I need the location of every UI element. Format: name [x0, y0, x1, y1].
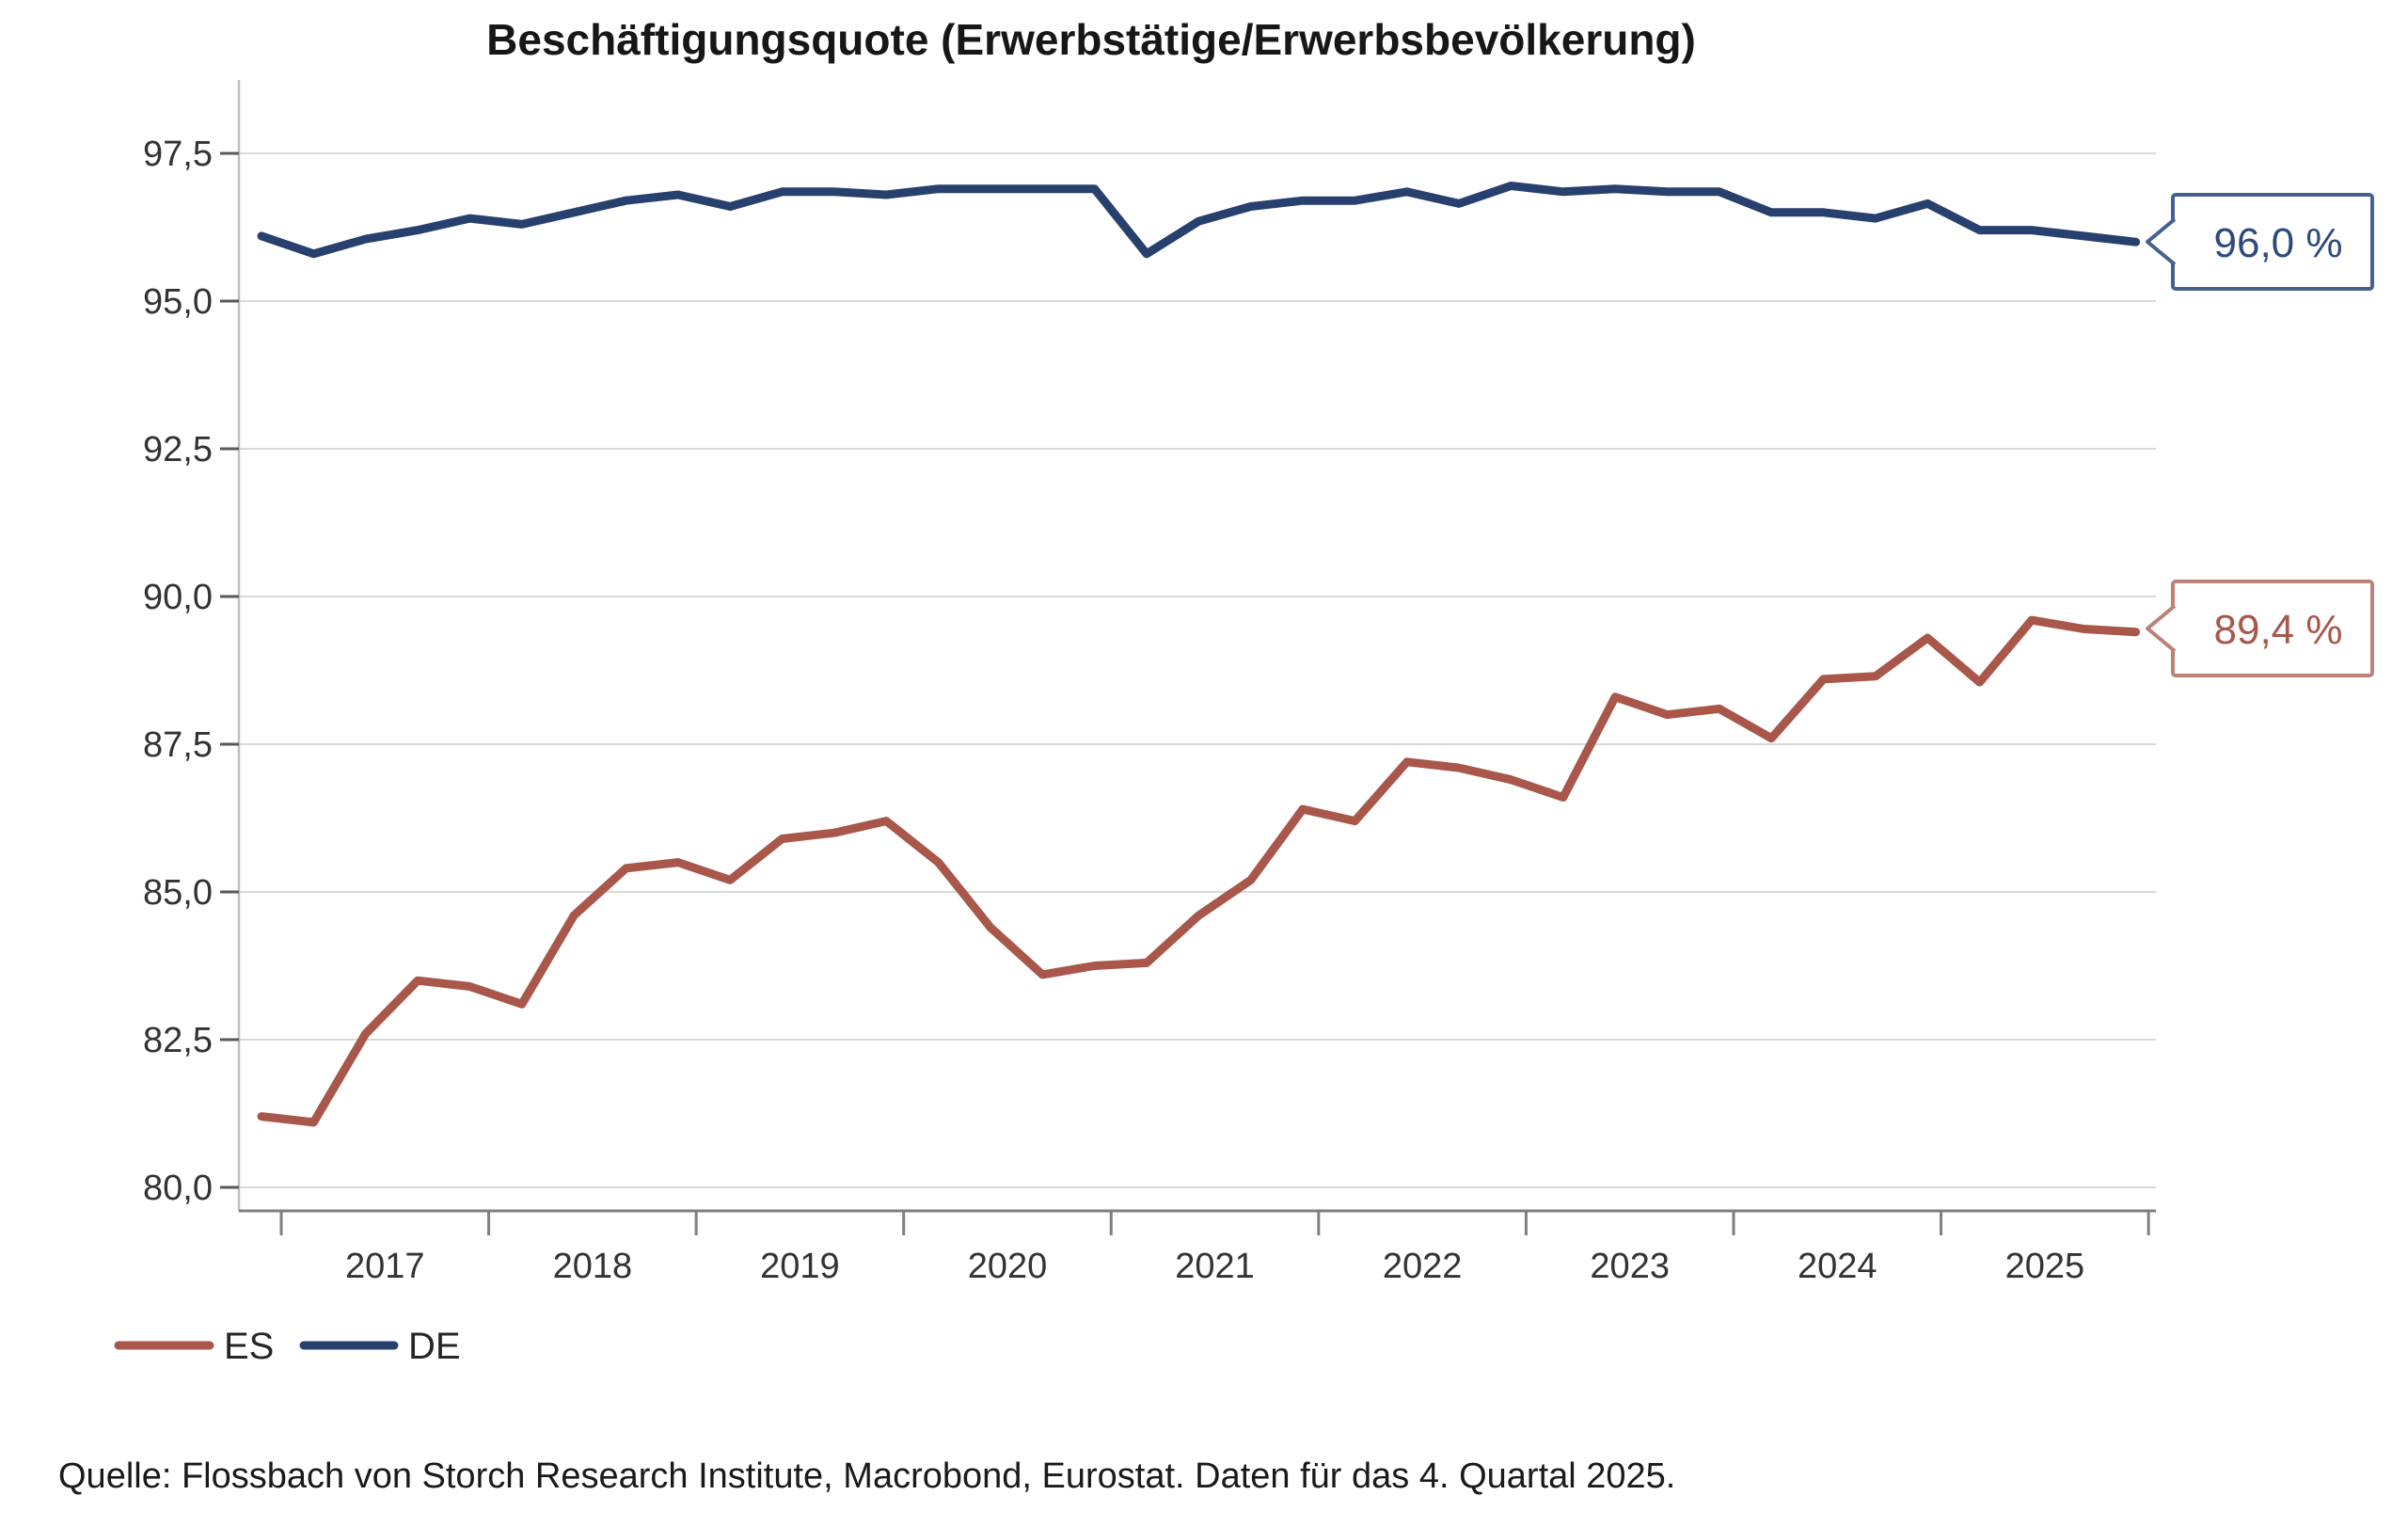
x-tick-label: 2017 [345, 1247, 425, 1286]
de-callout-arrow [2146, 217, 2177, 266]
source-note: Quelle: Flossbach von Storch Research In… [58, 1456, 1675, 1496]
es-callout-arrow [2146, 604, 2177, 653]
de-line [257, 182, 2141, 259]
x-tick-label: 2018 [553, 1247, 633, 1286]
es-callout: 89,4 % [2146, 580, 2374, 677]
x-tick-label: 2024 [1798, 1247, 1877, 1286]
x-tick-label: 2020 [968, 1247, 1048, 1286]
y-tick-label: 95,0 [143, 282, 213, 322]
series-layer [257, 182, 2141, 1127]
y-tick-label: 97,5 [143, 135, 213, 174]
y-tick-label: 82,5 [143, 1021, 213, 1060]
de-callout: 96,0 % [2146, 193, 2374, 291]
legend-es-label: ES [224, 1326, 274, 1367]
x-tick-label: 2019 [760, 1247, 840, 1286]
x-tick-label: 2022 [1383, 1247, 1463, 1286]
y-tick-label: 92,5 [143, 430, 213, 469]
x-tick-label: 2023 [1590, 1247, 1670, 1286]
y-tick-label: 80,0 [143, 1169, 213, 1208]
x-tick-label: 2021 [1175, 1247, 1255, 1286]
de-callout-label: 96,0 % [2214, 220, 2343, 266]
y-axis-labels: 97,5 95,0 92,5 90,0 87,5 85,0 82,5 80,0 [143, 135, 239, 1208]
y-tick-label: 85,0 [143, 873, 213, 913]
legend-de-label: DE [408, 1326, 461, 1367]
chart-title: Beschäftigungsquote (Erwerbstätige/Erwer… [486, 15, 1696, 64]
grid-layer [240, 152, 2156, 1188]
x-axis-ticks: 2017 2018 2019 2020 2021 2022 2023 2024 2025 [279, 1211, 2150, 1286]
es-line [257, 615, 2141, 1127]
es-callout-label: 89,4 % [2214, 607, 2343, 653]
y-tick-label: 90,0 [143, 578, 213, 617]
legend: ES DE [114, 1326, 461, 1367]
x-tick-label: 2025 [2005, 1247, 2085, 1286]
y-tick-label: 87,5 [143, 725, 213, 765]
